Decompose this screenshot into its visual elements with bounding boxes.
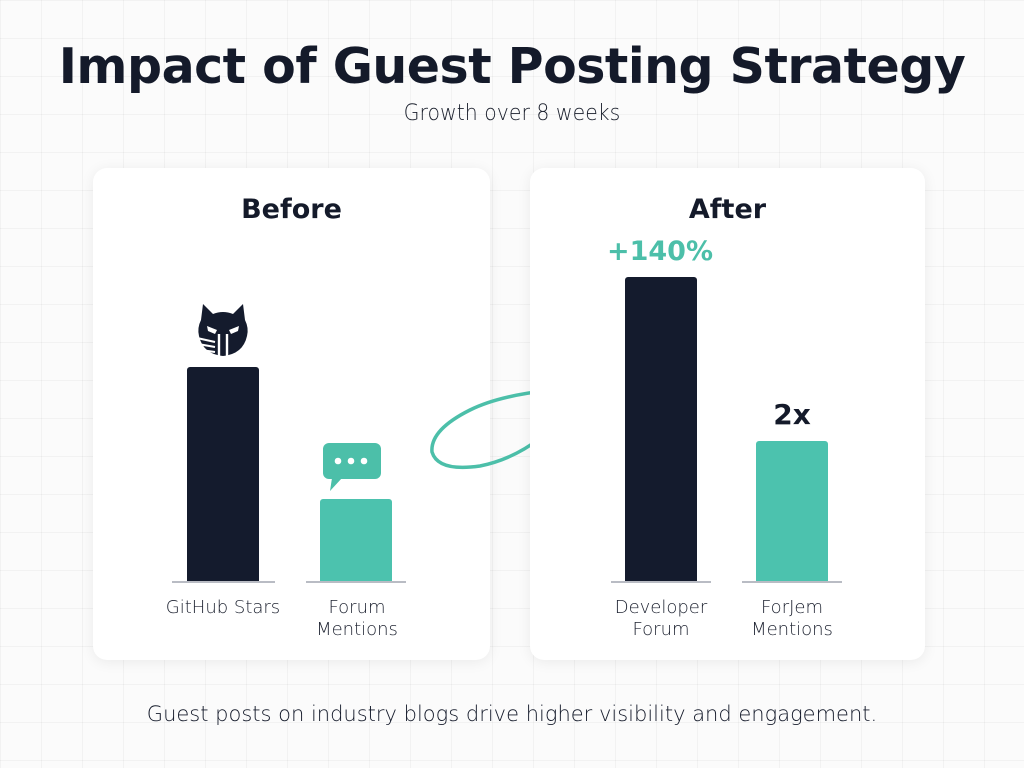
after-panel-title: After bbox=[688, 194, 767, 225]
bar-forum-mentions-after bbox=[756, 441, 828, 581]
bar-forum-mentions-before bbox=[320, 499, 392, 581]
bar-github-stars bbox=[187, 367, 259, 581]
label-forum-mentions-before: Forum Mentions bbox=[316, 597, 398, 640]
after-panel: After bbox=[530, 168, 925, 660]
annotation-developer-forum: +140% bbox=[606, 236, 714, 267]
before-panel: Before bbox=[93, 168, 490, 660]
footer-caption: Guest posts on industry blogs drive high… bbox=[146, 702, 878, 726]
baseline bbox=[172, 581, 275, 583]
baseline bbox=[742, 581, 842, 583]
before-panel-title: Before bbox=[241, 194, 342, 225]
label-forum-mentions-after: ForJem Mentions bbox=[751, 597, 833, 640]
bar-developer-forum bbox=[625, 277, 697, 581]
annotation-forum-mentions-after: 2x bbox=[773, 398, 811, 431]
page-subtitle: Growth over 8 weeks bbox=[403, 101, 621, 126]
baseline bbox=[611, 581, 711, 583]
label-developer-forum: Developer Forum bbox=[614, 597, 708, 640]
chat-bubble-icon bbox=[323, 443, 381, 491]
page-title: Impact of Guest Posting Strategy bbox=[58, 38, 966, 95]
github-cat-icon bbox=[196, 304, 248, 356]
baseline bbox=[306, 581, 406, 583]
label-github-stars: GitHub Stars bbox=[165, 597, 281, 618]
